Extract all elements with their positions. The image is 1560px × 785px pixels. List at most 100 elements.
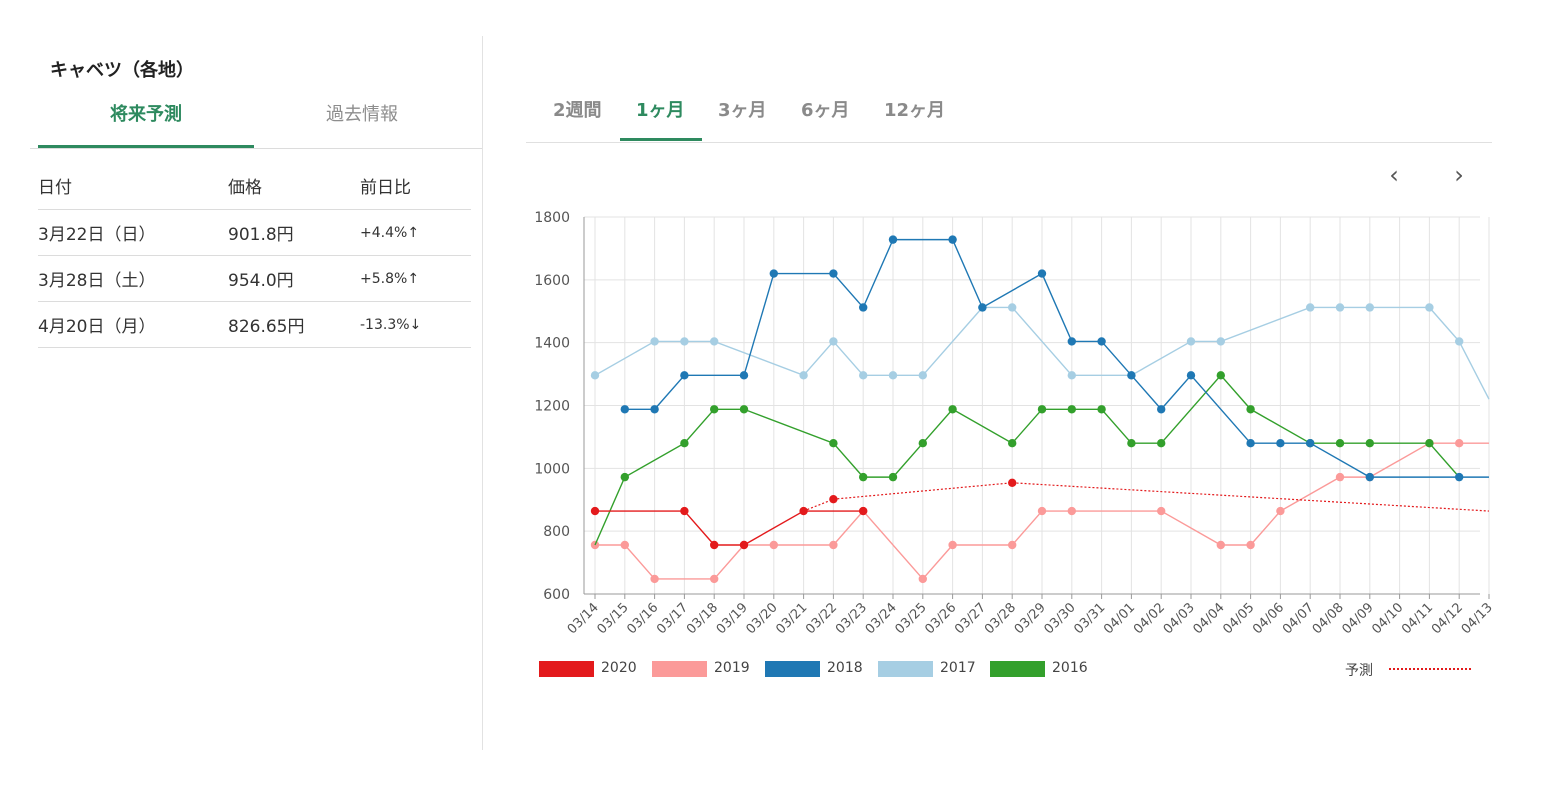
data-point-2016 [620, 472, 629, 482]
row-price: 826.65円 [228, 301, 360, 348]
data-point-2017 [1335, 303, 1345, 312]
tab-range-12months[interactable]: 12ヶ月 [884, 100, 946, 121]
data-point-2017 [680, 337, 689, 346]
x-tick-label: 04/10 [1369, 600, 1406, 637]
data-point-2016 [1246, 405, 1255, 414]
data-point-2017 [1306, 303, 1315, 312]
x-tick-label: 03/31 [1071, 600, 1108, 637]
tab-range-2weeks[interactable]: 2週間 [553, 100, 602, 121]
data-point-2018 [1067, 337, 1076, 346]
data-point-2016 [1335, 439, 1345, 448]
left-panel: キャベツ（各地） 将来予測 過去情報 日付 価格 前日比 3月22日（日） 90… [0, 0, 482, 785]
x-tick-label: 03/22 [803, 600, 840, 637]
data-point-2018 [888, 235, 898, 244]
data-point-2018 [1306, 439, 1315, 448]
data-point-2016 [680, 439, 689, 448]
legend-swatch [765, 661, 820, 677]
row-change: +5.8%↑ [360, 255, 471, 302]
data-point-2018 [769, 269, 778, 278]
data-point-2020 [739, 540, 749, 550]
table-header-row: 日付 価格 前日比 [38, 162, 471, 210]
legend-swatch [990, 661, 1045, 677]
change-value: -13.3% [360, 316, 410, 333]
data-point-2018 [1365, 472, 1374, 482]
panel-divider [482, 36, 483, 750]
chevron-left-icon[interactable]: ‹ [1389, 161, 1399, 189]
x-tick-label: 04/04 [1191, 600, 1228, 637]
data-point-2018 [739, 371, 749, 380]
table-row: 3月28日（土） 954.0円 +5.8%↑ [38, 255, 471, 302]
tab-history[interactable]: 過去情報 [326, 104, 398, 125]
x-tick-label: 03/20 [744, 600, 781, 637]
data-point-2017 [1008, 303, 1017, 312]
x-tick-label: 03/18 [684, 600, 721, 637]
tab-range-1month[interactable]: 1ヶ月 [636, 100, 685, 121]
data-point-2019 [1455, 439, 1464, 448]
legend-swatch [539, 661, 594, 677]
data-point-2019 [1037, 506, 1047, 516]
data-point-2019 [650, 574, 659, 584]
header-price: 価格 [228, 162, 360, 210]
data-point-2016 [918, 439, 927, 448]
data-point-2016 [1157, 439, 1166, 448]
data-point-2018 [650, 405, 659, 414]
data-point-2018 [1127, 371, 1136, 380]
x-tick-label: 04/05 [1220, 600, 1257, 637]
data-point-2018 [1186, 371, 1196, 380]
x-tick-label: 03/19 [714, 600, 751, 637]
change-value: +5.8% [360, 270, 408, 287]
y-tick-label: 1600 [534, 273, 570, 289]
series-line-2020 [595, 510, 864, 546]
x-tick-label: 03/28 [982, 600, 1019, 637]
data-point-2017 [1186, 337, 1196, 346]
data-point-2016 [1097, 405, 1106, 414]
data-point-2017 [829, 337, 838, 346]
legend-label: 2016 [1052, 660, 1088, 676]
data-point-2017 [650, 337, 659, 346]
prediction-point [829, 494, 838, 504]
data-point-2019 [1157, 506, 1166, 516]
data-point-2017 [859, 371, 868, 380]
chart-legend: 2020 2019 2018 2017 2016 予測 [539, 659, 1499, 681]
tab-forecast[interactable]: 将来予測 [38, 102, 254, 148]
legend-label: 2020 [601, 660, 637, 676]
data-point-2019 [829, 540, 838, 550]
data-point-2017 [918, 371, 927, 380]
x-tick-label: 04/08 [1310, 600, 1347, 637]
table-row: 3月22日（日） 901.8円 +4.4%↑ [38, 209, 471, 256]
arrow-up-icon: ↑ [407, 270, 420, 287]
active-tab-indicator [620, 138, 702, 141]
row-date: 3月22日（日） [38, 209, 228, 256]
row-price: 954.0円 [228, 255, 360, 302]
data-point-2016 [1216, 371, 1225, 380]
table-row: 4月20日（月） 826.65円 -13.3%↓ [38, 301, 471, 348]
tab-range-6months[interactable]: 6ヶ月 [801, 100, 850, 121]
x-tick-label: 03/16 [624, 600, 661, 637]
data-point-2020 [590, 506, 600, 516]
chevron-right-icon[interactable]: › [1454, 161, 1464, 189]
x-tick-label: 04/01 [1101, 600, 1138, 637]
data-point-2017 [799, 371, 808, 380]
x-tick-label: 03/21 [773, 600, 810, 637]
legend-swatch [878, 661, 933, 677]
data-point-2016 [948, 405, 957, 414]
data-point-2018 [1097, 337, 1106, 346]
data-point-2018 [620, 405, 629, 414]
data-point-2018 [680, 371, 689, 380]
data-point-2016 [1008, 439, 1017, 448]
y-tick-label: 600 [543, 587, 570, 603]
product-title: キャベツ（各地） [50, 60, 194, 81]
prediction-point [1008, 478, 1017, 487]
data-point-2020 [799, 506, 808, 516]
y-tick-label: 800 [543, 524, 570, 540]
data-point-2018 [1037, 269, 1047, 278]
data-point-2018 [1276, 439, 1285, 448]
x-tick-label: 03/14 [565, 600, 602, 637]
data-point-2019 [1246, 540, 1255, 550]
data-point-2016 [739, 405, 749, 414]
tab-range-3months[interactable]: 3ヶ月 [718, 100, 767, 121]
x-tick-label: 03/30 [1042, 600, 1079, 637]
data-point-2019 [769, 540, 778, 550]
y-tick-label: 1000 [534, 461, 570, 477]
series-line-2019 [595, 442, 1489, 580]
